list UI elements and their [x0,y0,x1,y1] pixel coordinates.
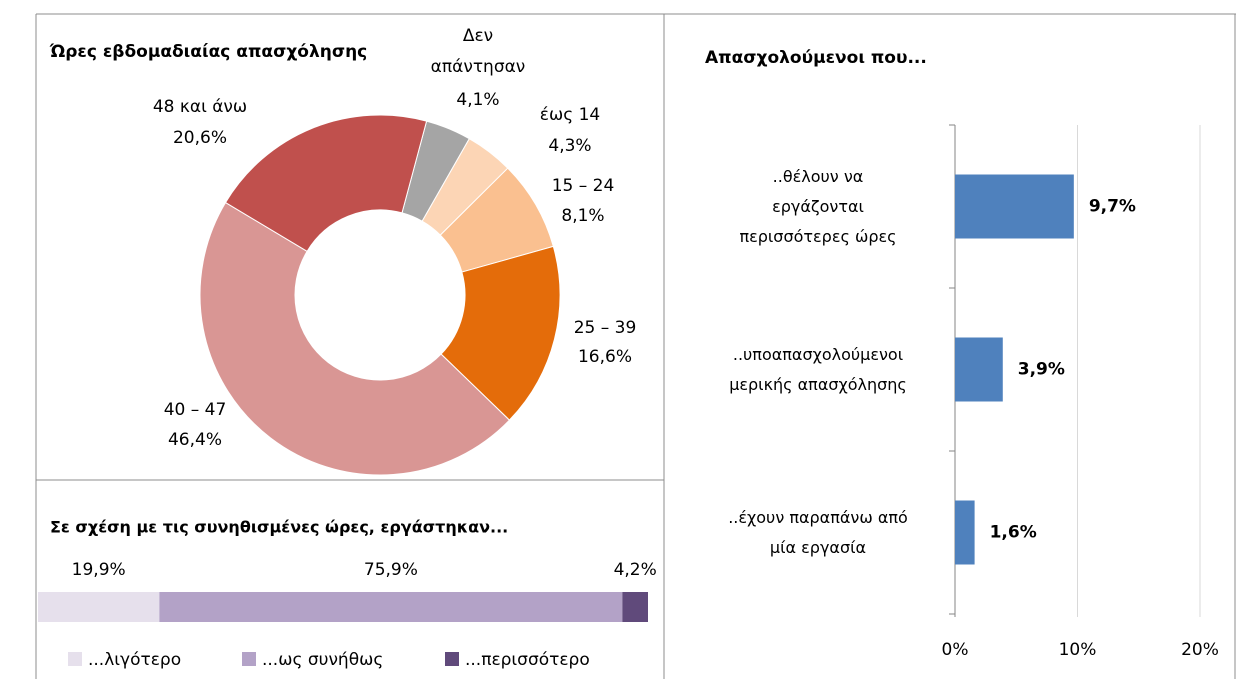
bar-segment [159,592,623,622]
donut-segment [199,201,511,476]
value-label: 4,2% [614,560,657,580]
x-tick-label: 0% [942,640,969,660]
legend-swatch [242,652,256,666]
value-label: 20,6% [172,128,227,148]
legend-label: ...ως συνήθως [262,650,383,670]
value-label: 75,9% [364,560,418,580]
bar [955,500,975,565]
value-label: 9,7% [1089,197,1136,217]
category-label: 40 – 47 [163,400,227,420]
value-label: 1,6% [990,523,1037,543]
value-label: 19,9% [72,560,126,580]
donut-segment [224,114,428,253]
value-label: 3,9% [1018,360,1065,380]
category-label: 25 – 39 [573,318,637,338]
bar [955,174,1074,239]
value-label: 8,1% [561,206,605,226]
category-label: Δεν απάντησαν [430,26,526,77]
legend-swatch [445,652,459,666]
value-label: 46,4% [167,430,222,450]
chart-title: Σε σχέση με τις συνηθισμένες ώρες, εργάσ… [50,518,508,537]
category-label: 15 – 24 [551,176,615,196]
legend-label: ...περισσότερο [465,650,590,670]
category-label: ..υποαπασχολούμενοι μερικής απασχόλησης [729,344,907,394]
chart-title: Απασχολούμενοι που... [705,48,927,68]
bar-segment [622,592,648,622]
value-label: 4,3% [548,136,592,156]
x-tick-label: 20% [1181,640,1219,660]
bar [955,337,1003,402]
category-label: έως 14 [539,105,601,125]
category-label: ..θέλουν να εργάζονται περισσότερες ώρες [739,166,897,246]
legend-label: ...λιγότερο [88,650,181,670]
value-label: 16,6% [577,347,632,367]
donut-segment [440,245,561,421]
bar-segment [38,592,160,622]
value-label: 4,1% [456,90,500,110]
category-label: ..έχουν παραπάνω από μία εργασία [728,507,908,557]
category-label: 48 και άνω [152,97,248,117]
chart-title: Ώρες εβδομαδιαίας απασχόλησης [49,42,367,62]
x-tick-label: 10% [1059,640,1097,660]
legend-swatch [68,652,82,666]
